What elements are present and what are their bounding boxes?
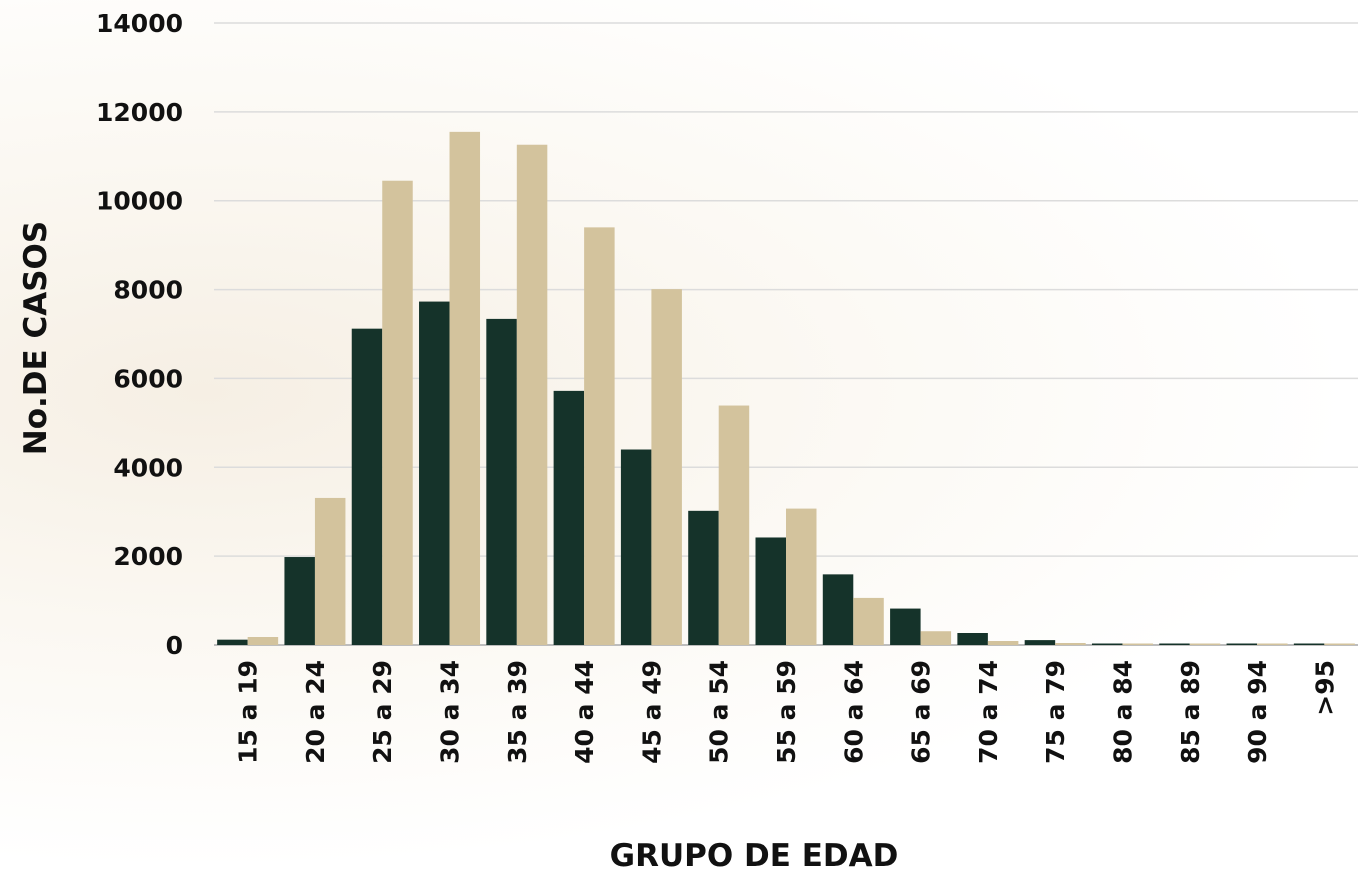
x-tick-label: 50 a 54 [705, 660, 734, 764]
x-axis-title: GRUPO DE EDAD [610, 838, 899, 872]
x-tick-label: 35 a 39 [503, 660, 532, 764]
x-tick-label: 60 a 64 [839, 660, 868, 764]
bar-series-2-6 [651, 289, 682, 645]
bar-series-2-8 [786, 508, 817, 645]
y-axis-ticks: 0 2000 4000 6000 8000 10000 12000 14000 [96, 9, 183, 660]
y-tick-label: 2000 [113, 542, 183, 571]
x-tick-label: >95 [1310, 660, 1339, 716]
bar-series-1-8 [755, 537, 786, 645]
x-tick-label: 20 a 24 [301, 660, 330, 764]
x-tick-label: 15 a 19 [234, 660, 263, 764]
bar-series-2-4 [516, 144, 548, 646]
bar-series-1-11 [957, 633, 988, 645]
y-tick-label: 12000 [96, 98, 183, 127]
bar-series-1-4 [486, 318, 517, 645]
bar-series-2-11 [987, 641, 1019, 645]
bar-series-2-1 [314, 497, 346, 645]
x-tick-label: 55 a 59 [772, 660, 801, 764]
x-tick-label: 75 a 79 [1041, 660, 1070, 764]
bar-series-1-15 [1226, 643, 1258, 645]
x-tick-label: 40 a 44 [570, 660, 599, 764]
x-axis-ticks: 15 a 19 20 a 24 25 a 29 30 a 34 35 a 39 40 a … [234, 660, 1340, 764]
bar-series-2-5 [584, 227, 615, 645]
bar-series-1-10 [890, 608, 921, 645]
bar-series-1-6 [620, 449, 652, 645]
x-tick-label: 80 a 84 [1108, 660, 1137, 764]
y-tick-label: 14000 [96, 9, 183, 38]
bar-series-2-7 [718, 405, 750, 645]
y-axis-title: No.DE CASOS [18, 221, 54, 455]
bar-series-1-2 [351, 328, 383, 645]
x-tick-label: 85 a 89 [1176, 660, 1205, 764]
bar-series-1-3 [419, 301, 450, 645]
y-tick-label: 4000 [113, 453, 183, 482]
bar-series-2-0 [247, 637, 279, 645]
y-tick-label: 6000 [113, 364, 183, 393]
bar-series-1-0 [217, 639, 248, 645]
y-tick-label: 0 [166, 631, 183, 660]
bar-series-2-14 [1189, 643, 1221, 645]
bar-series-1-16 [1293, 643, 1325, 645]
bar-series-2-12 [1055, 643, 1086, 645]
y-tick-label: 10000 [96, 187, 183, 216]
x-tick-label: 90 a 94 [1243, 660, 1272, 764]
bar-series-2-16 [1324, 643, 1355, 645]
x-tick-label: 65 a 69 [907, 660, 936, 764]
y-tick-label: 8000 [113, 276, 183, 305]
bar-series-2-10 [920, 631, 952, 645]
x-tick-label: 25 a 29 [368, 660, 397, 764]
bar-series-2-2 [382, 180, 413, 645]
bar-series-1-12 [1024, 640, 1056, 645]
bar-series-1-13 [1091, 643, 1123, 645]
bar-series-1-7 [688, 510, 719, 645]
x-tick-label: 30 a 34 [436, 660, 465, 764]
bar-series-1-5 [553, 390, 585, 645]
bar-series-2-15 [1257, 643, 1288, 645]
x-tick-label: 45 a 49 [637, 660, 666, 764]
bars [217, 131, 1355, 646]
x-tick-label: 70 a 74 [974, 660, 1003, 764]
bar-series-1-9 [822, 574, 854, 645]
bar-series-2-3 [449, 131, 481, 646]
bar-series-2-13 [1122, 643, 1153, 645]
bar-series-1-1 [284, 557, 315, 645]
bar-series-1-14 [1159, 643, 1190, 645]
bar-series-2-9 [853, 597, 884, 645]
